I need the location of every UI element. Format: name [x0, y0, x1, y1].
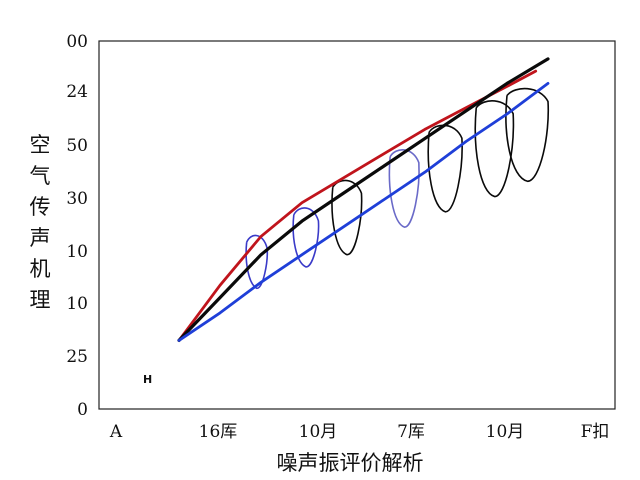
x-tick-label: 10月: [486, 422, 525, 442]
oscillation-loop-1: [245, 234, 269, 290]
plot-frame: [98, 40, 616, 410]
oscillation-loop-7: [505, 87, 550, 183]
oscillation-loop-2: [292, 207, 320, 268]
y-axis-title-char: 空: [30, 133, 51, 157]
start-marker-label: H: [143, 373, 152, 386]
series-layer: [177, 57, 550, 342]
y-tick-label: 10: [66, 242, 88, 262]
x-tick-label: 10月: [299, 422, 338, 442]
x-tick-label: F扣: [581, 422, 610, 442]
oscillation-loop-5: [427, 124, 463, 213]
series-line-2: [177, 57, 550, 342]
y-tick-labels: 00 24 50 30 10 10 25 0: [66, 32, 88, 420]
y-axis-title-char: 声: [30, 226, 51, 250]
oscillation-loop-3: [331, 179, 363, 256]
y-tick-label: 24: [66, 82, 88, 102]
x-tick-label: 7厍: [397, 422, 425, 442]
x-tick-label: 16厍: [199, 422, 238, 442]
series-line-3: [177, 82, 550, 342]
y-tick-label: 50: [66, 136, 88, 156]
x-axis-title: 噪声振评价解析: [277, 451, 424, 475]
oscillation-loop-6: [474, 100, 515, 198]
y-tick-label: 0: [77, 400, 88, 420]
x-tick-label: A: [109, 422, 123, 442]
x-tick-labels: A 16厍 10月 7厍 10月 F扣: [109, 422, 610, 442]
y-tick-label: 25: [66, 347, 88, 367]
y-axis-title-char: 传: [30, 195, 51, 219]
y-tick-label: 10: [66, 294, 88, 314]
y-tick-label: 00: [66, 32, 88, 52]
y-axis-title-char: 机: [30, 257, 51, 281]
y-tick-label: 30: [66, 189, 88, 209]
y-axis-title-char: 气: [30, 164, 51, 188]
y-axis-title-char: 理: [30, 288, 51, 312]
